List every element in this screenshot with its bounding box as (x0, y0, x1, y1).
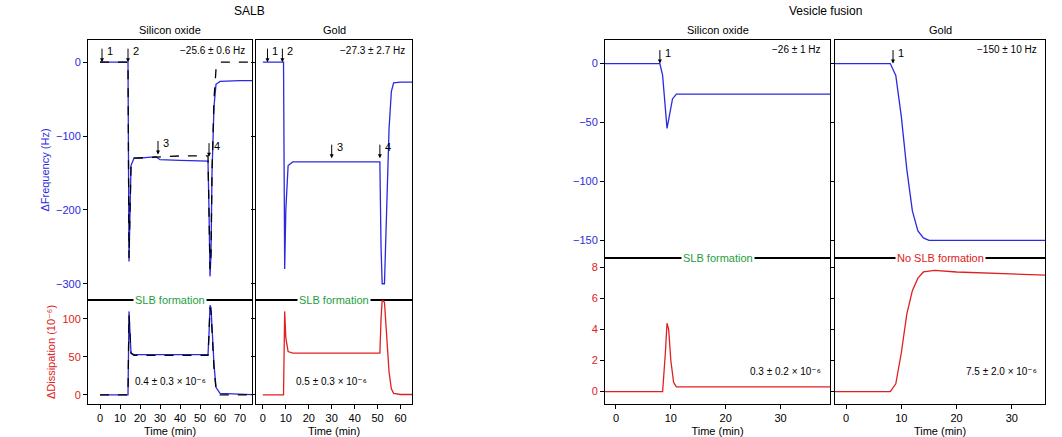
svg-text:30: 30 (774, 412, 786, 424)
svg-text:30: 30 (1006, 412, 1018, 424)
svg-text:3: 3 (337, 141, 343, 153)
svg-text:20: 20 (303, 412, 315, 424)
svg-text:Time (min): Time (min) (308, 425, 360, 437)
svg-text:20: 20 (134, 412, 146, 424)
svg-text:6: 6 (592, 292, 598, 304)
svg-text:60: 60 (394, 412, 406, 424)
svg-text:10: 10 (665, 412, 677, 424)
svg-text:Time (min): Time (min) (144, 425, 196, 437)
svg-text:−150 ± 10 Hz: −150 ± 10 Hz (977, 44, 1037, 55)
svg-text:Vesicle fusion: Vesicle fusion (789, 4, 862, 18)
svg-text:2: 2 (133, 45, 139, 57)
svg-text:2: 2 (592, 354, 598, 366)
svg-text:1: 1 (272, 45, 278, 57)
svg-text:0: 0 (613, 412, 619, 424)
svg-text:−300: −300 (56, 278, 81, 290)
svg-text:0.3 ± 0.2 × 10⁻⁶: 0.3 ± 0.2 × 10⁻⁶ (750, 366, 821, 377)
svg-text:0: 0 (75, 56, 81, 68)
svg-text:0: 0 (97, 412, 103, 424)
svg-text:1: 1 (898, 47, 904, 59)
svg-text:−100: −100 (573, 175, 598, 187)
svg-text:0: 0 (592, 57, 598, 69)
svg-text:1: 1 (107, 45, 113, 57)
svg-text:−27.3 ± 2.7 Hz: −27.3 ± 2.7 Hz (340, 45, 405, 56)
svg-text:−100: −100 (56, 130, 81, 142)
svg-text:0: 0 (75, 389, 81, 401)
svg-text:0: 0 (843, 412, 849, 424)
svg-text:10: 10 (895, 412, 907, 424)
svg-text:Time (min): Time (min) (914, 425, 966, 437)
svg-text:100: 100 (62, 313, 80, 325)
svg-text:ΔFrequency (Hz): ΔFrequency (Hz) (39, 128, 51, 211)
svg-text:4: 4 (592, 323, 598, 335)
svg-text:0.5 ± 0.3 × 10⁻⁶: 0.5 ± 0.3 × 10⁻⁶ (296, 376, 367, 387)
svg-text:Gold: Gold (929, 24, 952, 36)
svg-text:10: 10 (114, 412, 126, 424)
svg-text:1: 1 (665, 47, 671, 59)
svg-text:No SLB formation: No SLB formation (897, 252, 984, 264)
svg-text:SLB formation: SLB formation (135, 294, 205, 306)
svg-text:70: 70 (234, 412, 246, 424)
svg-text:60: 60 (214, 412, 226, 424)
svg-text:30: 30 (154, 412, 166, 424)
svg-text:SLB formation: SLB formation (299, 294, 369, 306)
svg-text:8: 8 (592, 261, 598, 273)
svg-text:Time (min): Time (min) (691, 425, 743, 437)
svg-text:−50: −50 (579, 116, 598, 128)
svg-text:−150: −150 (573, 234, 598, 246)
svg-text:20: 20 (950, 412, 962, 424)
svg-text:Gold: Gold (323, 24, 346, 36)
svg-text:50: 50 (371, 412, 383, 424)
svg-text:3: 3 (163, 137, 169, 149)
svg-text:20: 20 (720, 412, 732, 424)
svg-text:40: 40 (349, 412, 361, 424)
svg-text:Silicon oxide: Silicon oxide (139, 24, 201, 36)
svg-text:7.5 ± 2.0 × 10⁻⁶: 7.5 ± 2.0 × 10⁻⁶ (966, 366, 1037, 377)
svg-text:4: 4 (385, 141, 391, 153)
svg-text:30: 30 (326, 412, 338, 424)
svg-text:−25.6 ± 0.6 Hz: −25.6 ± 0.6 Hz (180, 45, 245, 56)
svg-text:4: 4 (214, 140, 220, 152)
svg-text:10: 10 (280, 412, 292, 424)
svg-text:40: 40 (174, 412, 186, 424)
svg-text:−26 ± 1 Hz: −26 ± 1 Hz (772, 44, 821, 55)
svg-text:50: 50 (69, 351, 81, 363)
svg-text:0.4 ± 0.3 × 10⁻⁶: 0.4 ± 0.3 × 10⁻⁶ (135, 376, 206, 387)
svg-text:−200: −200 (56, 204, 81, 216)
svg-text:50: 50 (194, 412, 206, 424)
svg-text:0: 0 (260, 412, 266, 424)
svg-text:SALB: SALB (234, 4, 265, 18)
svg-text:ΔDissipation (10⁻⁶): ΔDissipation (10⁻⁶) (45, 305, 57, 399)
svg-text:Silicon oxide: Silicon oxide (687, 24, 749, 36)
svg-text:2: 2 (287, 45, 293, 57)
svg-text:0: 0 (592, 385, 598, 397)
svg-text:SLB formation: SLB formation (683, 252, 753, 264)
